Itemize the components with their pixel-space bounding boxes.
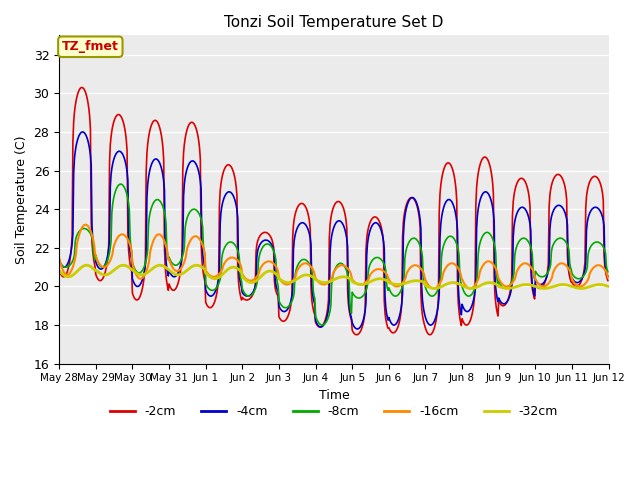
Line: -8cm: -8cm xyxy=(59,184,608,325)
-8cm xyxy=(402,250,410,255)
-8cm xyxy=(122,190,130,195)
-16cm xyxy=(417,266,425,272)
-32cm xyxy=(207,275,215,280)
-32cm xyxy=(401,280,409,286)
-16cm xyxy=(178,264,186,270)
-32cm xyxy=(55,268,63,274)
-16cm xyxy=(401,276,409,282)
Line: -32cm: -32cm xyxy=(59,265,608,288)
-8cm xyxy=(65,263,73,269)
-2cm xyxy=(207,305,215,311)
Title: Tonzi Soil Temperature Set D: Tonzi Soil Temperature Set D xyxy=(224,15,444,30)
-4cm xyxy=(354,326,362,332)
-32cm xyxy=(604,283,612,289)
-8cm xyxy=(55,259,63,264)
-16cm xyxy=(82,222,90,228)
Text: TZ_fmet: TZ_fmet xyxy=(62,40,119,53)
-8cm xyxy=(418,249,426,254)
-16cm xyxy=(430,286,438,291)
-4cm xyxy=(178,254,186,260)
Line: -2cm: -2cm xyxy=(59,87,608,335)
-2cm xyxy=(65,262,73,268)
-32cm xyxy=(83,263,90,268)
-8cm xyxy=(117,181,125,187)
-8cm xyxy=(319,322,326,328)
-16cm xyxy=(122,234,130,240)
-2cm xyxy=(604,277,612,283)
-2cm xyxy=(178,251,186,256)
-4cm xyxy=(55,256,63,262)
-16cm xyxy=(604,275,612,280)
-32cm xyxy=(65,274,73,280)
Y-axis label: Soil Temperature (C): Soil Temperature (C) xyxy=(15,135,28,264)
-32cm xyxy=(178,271,186,277)
-2cm xyxy=(402,205,410,211)
Line: -4cm: -4cm xyxy=(59,132,608,329)
-4cm xyxy=(402,209,410,215)
-4cm xyxy=(418,283,426,289)
Legend: -2cm, -4cm, -8cm, -16cm, -32cm: -2cm, -4cm, -8cm, -16cm, -32cm xyxy=(105,400,563,423)
-16cm xyxy=(65,271,73,277)
-2cm xyxy=(122,137,130,143)
-2cm xyxy=(78,84,86,90)
-2cm xyxy=(353,332,360,337)
-4cm xyxy=(79,129,86,135)
-2cm xyxy=(418,305,426,311)
-4cm xyxy=(604,274,612,279)
-32cm xyxy=(417,278,425,284)
Line: -16cm: -16cm xyxy=(59,225,608,288)
-4cm xyxy=(122,164,130,169)
-16cm xyxy=(207,273,215,279)
-16cm xyxy=(55,255,63,261)
-4cm xyxy=(65,257,73,263)
X-axis label: Time: Time xyxy=(319,389,349,402)
-8cm xyxy=(604,269,612,275)
-32cm xyxy=(122,263,130,269)
-2cm xyxy=(55,267,63,273)
-8cm xyxy=(207,287,215,293)
-4cm xyxy=(207,293,215,299)
-8cm xyxy=(178,255,186,261)
-32cm xyxy=(431,286,438,291)
